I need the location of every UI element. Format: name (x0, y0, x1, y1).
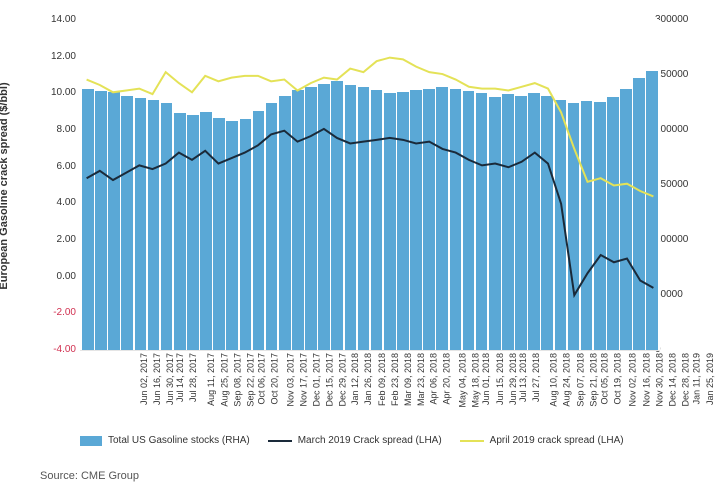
x-tick: Dec 15, 2017 (325, 353, 335, 407)
x-tick: Oct 19, 2018 (613, 353, 623, 405)
x-tick: May 04, 2018 (458, 353, 468, 408)
x-tick: Nov 03, 2017 (285, 353, 295, 407)
y-tick-left: -2.00 (40, 308, 76, 318)
x-tick: Nov 30, 2018 (654, 353, 664, 407)
y-tick-right: 150000 (655, 180, 700, 190)
y-tick-left: -4.00 (40, 345, 76, 355)
chart-container: European Gasoline crack spread ($/bbl) -… (20, 10, 700, 450)
line-april (87, 58, 654, 197)
legend-label-april: April 2019 crack spread (LHA) (490, 435, 624, 446)
x-tick: Dec 01, 2017 (312, 353, 322, 407)
gridline (80, 350, 660, 351)
x-tick: Aug 10, 2018 (549, 353, 559, 407)
x-tick: Jun 02, 2017 (139, 353, 149, 405)
y-tick-right: 100000 (655, 235, 700, 245)
x-tick: Jun 01, 2018 (481, 353, 491, 405)
x-tick: Apr 20, 2018 (441, 353, 451, 405)
x-tick: Jun 29, 2018 (508, 353, 518, 405)
x-tick: Dec 28, 2018 (681, 353, 691, 407)
x-tick: Dec 14, 2018 (667, 353, 677, 407)
x-tick: Mar 23, 2018 (416, 353, 426, 406)
x-tick: Aug 11, 2017 (205, 353, 215, 406)
x-tick: Aug 24, 2018 (562, 353, 572, 407)
line-march (87, 129, 654, 295)
legend-swatch-april (460, 440, 484, 442)
x-tick: Feb 09, 2018 (377, 353, 387, 406)
y-tick-left: 2.00 (40, 235, 76, 245)
x-tick: Feb 23, 2018 (390, 353, 400, 406)
legend-item-march: March 2019 Crack spread (LHA) (268, 435, 442, 446)
x-tick: Sep 21, 2018 (588, 353, 598, 407)
legend-swatch-bar (80, 436, 102, 446)
x-tick: Jul 28, 2017 (188, 353, 198, 402)
y-tick-right: 200000 (655, 125, 700, 135)
y-tick-left: 8.00 (40, 125, 76, 135)
x-tick: Jul 14, 2017 (175, 353, 185, 402)
plot-area (80, 20, 660, 350)
x-tick: Jan 26, 2018 (363, 353, 373, 405)
x-tick: Jul 27, 2018 (531, 353, 541, 402)
x-tick: Oct 06, 2017 (257, 353, 267, 405)
x-tick: Jun 15, 2018 (495, 353, 505, 405)
x-tick: Oct 20, 2017 (270, 353, 280, 405)
x-tick: Jun 30, 2017 (165, 353, 175, 405)
x-tick: Nov 17, 2017 (298, 353, 308, 407)
x-axis-ticks: Jun 02, 2017Jun 16, 2017Jun 30, 2017Jul … (80, 353, 660, 433)
x-tick: Apr 06, 2018 (428, 353, 438, 405)
y-tick-left: 6.00 (40, 162, 76, 172)
legend-item-april: April 2019 crack spread (LHA) (460, 435, 624, 446)
y-tick-right: 300000 (655, 15, 700, 25)
x-tick: Jul 13, 2018 (518, 353, 528, 402)
x-tick: Jun 16, 2017 (152, 353, 162, 405)
x-tick: Sep 08, 2017 (232, 353, 242, 407)
y-tick-left: 0.00 (40, 272, 76, 282)
y-tick-right: 50000 (655, 290, 700, 300)
legend-item-bars: Total US Gasoline stocks (RHA) (80, 435, 250, 446)
x-tick: Jan 12, 2018 (350, 353, 360, 405)
x-tick: Sep 22, 2017 (246, 353, 256, 407)
line-series (80, 21, 660, 350)
legend-swatch-march (268, 440, 292, 442)
y-tick-right: 250000 (655, 70, 700, 80)
x-tick: Dec 29, 2017 (338, 353, 348, 407)
x-tick: Jan 25, 2019 (705, 353, 715, 405)
y-tick-left: 10.00 (40, 88, 76, 98)
x-tick: Jan 11, 2019 (692, 353, 702, 404)
x-tick: Sep 07, 2018 (575, 353, 585, 407)
legend-label-march: March 2019 Crack spread (LHA) (298, 435, 442, 446)
y-axis-left-label: European Gasoline crack spread ($/bbl) (0, 82, 10, 289)
legend-label-bars: Total US Gasoline stocks (RHA) (108, 435, 250, 446)
y-tick-left: 12.00 (40, 52, 76, 62)
y-tick-left: 4.00 (40, 198, 76, 208)
x-tick: Oct 05, 2018 (600, 353, 610, 405)
x-tick: Mar 09, 2018 (403, 353, 413, 406)
x-tick: May 18, 2018 (471, 353, 481, 408)
source-text: Source: CME Group (40, 470, 139, 482)
y-tick-left: 14.00 (40, 15, 76, 25)
x-tick: Aug 25, 2017 (219, 353, 229, 407)
x-tick: Nov 16, 2018 (641, 353, 651, 407)
legend: Total US Gasoline stocks (RHA) March 201… (80, 435, 680, 446)
x-tick: Nov 02, 2018 (628, 353, 638, 407)
